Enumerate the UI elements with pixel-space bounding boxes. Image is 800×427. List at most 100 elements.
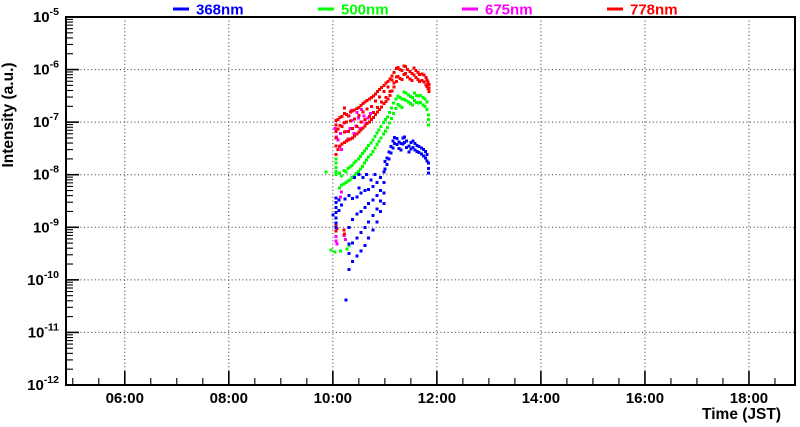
data-point-500nm bbox=[363, 149, 367, 153]
data-point-778nm bbox=[392, 81, 396, 85]
data-point-778nm bbox=[351, 109, 355, 113]
data-point-500nm bbox=[344, 181, 348, 185]
data-point-500nm bbox=[375, 131, 379, 135]
data-point-500nm bbox=[410, 95, 414, 99]
legend-label-778nm: 778nm bbox=[630, 2, 678, 19]
data-point-368nm bbox=[417, 151, 421, 155]
data-point-778nm bbox=[400, 69, 404, 73]
data-point-368nm bbox=[389, 151, 393, 155]
data-point-778nm bbox=[351, 127, 355, 130]
data-point-675nm bbox=[343, 237, 347, 241]
data-point-500nm bbox=[383, 129, 387, 133]
data-point-368nm bbox=[407, 150, 411, 154]
data-point-778nm bbox=[359, 120, 363, 124]
data-point-778nm bbox=[359, 103, 363, 107]
data-point-368nm bbox=[411, 145, 415, 149]
data-point-778nm bbox=[394, 75, 398, 79]
data-point-500nm bbox=[375, 143, 379, 147]
data-point-778nm bbox=[376, 90, 380, 94]
data-point-778nm bbox=[336, 118, 340, 121]
data-point-368nm bbox=[365, 173, 369, 177]
y-tick-label: 10-5 bbox=[33, 6, 59, 26]
data-point-368nm bbox=[363, 189, 367, 192]
data-point-500nm bbox=[358, 167, 362, 171]
y-tick-label: 10-6 bbox=[33, 59, 59, 79]
data-point-778nm bbox=[380, 105, 384, 109]
data-point-368nm bbox=[405, 145, 409, 149]
data-point-778nm bbox=[376, 110, 380, 114]
data-point-368nm bbox=[413, 142, 417, 146]
data-point-675nm bbox=[350, 119, 354, 123]
data-point-500nm bbox=[394, 107, 398, 110]
data-point-368nm bbox=[351, 260, 355, 263]
data-point-368nm bbox=[385, 156, 389, 160]
data-point-368nm bbox=[382, 170, 386, 174]
data-point-500nm bbox=[324, 170, 328, 174]
data-point-368nm bbox=[347, 252, 351, 256]
data-point-368nm bbox=[355, 236, 359, 240]
y-tick-label: 10-9 bbox=[33, 216, 59, 236]
data-point-778nm bbox=[334, 144, 338, 148]
data-point-778nm bbox=[420, 79, 424, 83]
data-point-778nm bbox=[427, 86, 431, 90]
data-point-368nm bbox=[371, 184, 375, 188]
data-point-778nm bbox=[353, 108, 357, 112]
data-point-778nm bbox=[344, 120, 348, 124]
data-point-368nm bbox=[423, 150, 427, 154]
data-point-778nm bbox=[402, 64, 406, 68]
data-point-500nm bbox=[410, 103, 414, 107]
data-point-778nm bbox=[374, 112, 377, 116]
data-point-368nm bbox=[403, 141, 407, 145]
data-point-778nm bbox=[382, 90, 386, 94]
data-point-500nm bbox=[338, 171, 342, 175]
data-point-500nm bbox=[342, 169, 346, 172]
data-point-500nm bbox=[346, 166, 350, 170]
data-point-368nm bbox=[367, 202, 371, 206]
data-point-368nm bbox=[379, 175, 383, 179]
data-point-500nm bbox=[415, 101, 419, 105]
data-point-500nm bbox=[345, 247, 349, 251]
data-point-500nm bbox=[394, 97, 398, 101]
data-point-368nm bbox=[395, 136, 399, 140]
data-point-500nm bbox=[423, 104, 427, 108]
data-point-675nm bbox=[339, 195, 343, 199]
data-point-500nm bbox=[334, 165, 338, 169]
data-point-368nm bbox=[397, 146, 401, 150]
data-point-368nm bbox=[334, 201, 338, 205]
data-point-778nm bbox=[388, 93, 392, 97]
data-point-500nm bbox=[346, 179, 350, 183]
data-point-778nm bbox=[386, 97, 390, 101]
data-point-368nm bbox=[334, 205, 338, 209]
data-point-500nm bbox=[347, 244, 351, 248]
data-point-778nm bbox=[353, 117, 357, 121]
data-point-778nm bbox=[334, 119, 338, 123]
data-point-778nm bbox=[404, 64, 408, 68]
data-point-778nm bbox=[369, 118, 373, 121]
data-points-layer bbox=[324, 64, 431, 302]
data-point-675nm bbox=[356, 116, 360, 120]
data-point-778nm bbox=[357, 130, 361, 134]
data-point-500nm bbox=[413, 99, 416, 103]
data-point-778nm bbox=[355, 132, 359, 136]
data-point-368nm bbox=[334, 211, 338, 215]
data-point-368nm bbox=[351, 196, 355, 200]
data-point-500nm bbox=[390, 106, 394, 110]
data-point-500nm bbox=[388, 121, 391, 125]
data-point-778nm bbox=[369, 95, 373, 99]
data-point-778nm bbox=[338, 115, 342, 119]
data-point-368nm bbox=[427, 171, 430, 175]
data-point-675nm bbox=[355, 111, 359, 115]
data-point-675nm bbox=[362, 114, 366, 118]
data-point-368nm bbox=[423, 156, 427, 160]
data-point-368nm bbox=[379, 189, 383, 192]
data-point-368nm bbox=[334, 196, 338, 200]
data-point-778nm bbox=[382, 83, 386, 87]
data-point-368nm bbox=[419, 152, 423, 156]
data-point-500nm bbox=[383, 118, 387, 121]
data-point-778nm bbox=[342, 112, 346, 116]
data-point-778nm bbox=[392, 71, 396, 75]
data-point-778nm bbox=[357, 105, 361, 109]
data-point-368nm bbox=[427, 161, 430, 165]
